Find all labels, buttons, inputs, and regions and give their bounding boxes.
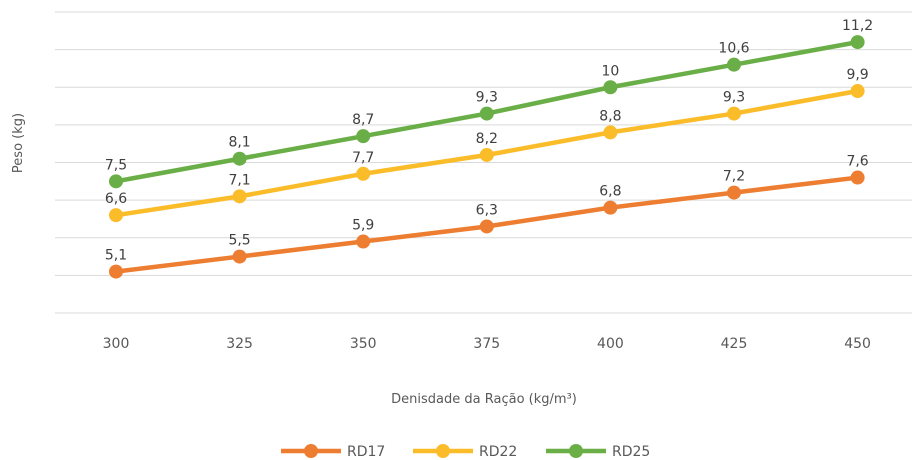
data-point-RD17 xyxy=(603,200,618,215)
legend: RD17 RD22 RD25 xyxy=(281,444,650,460)
data-label-RD25: 10,6 xyxy=(718,41,749,57)
legend-label-RD25: RD25 xyxy=(612,444,650,460)
data-label-RD17: 5,5 xyxy=(228,233,250,249)
legend-label-RD22: RD22 xyxy=(479,444,517,460)
data-label-RD17: 5,1 xyxy=(105,248,127,264)
data-point-RD22 xyxy=(603,125,618,140)
legend-marker-RD22 xyxy=(436,444,450,458)
data-point-RD17 xyxy=(479,219,494,234)
data-point-RD17 xyxy=(850,170,865,185)
data-point-RD22 xyxy=(232,189,247,204)
data-point-RD25 xyxy=(232,151,247,166)
data-point-RD25 xyxy=(479,106,494,121)
data-label-RD17: 7,2 xyxy=(723,169,745,185)
legend-marker-RD17 xyxy=(304,444,318,458)
data-point-RD25 xyxy=(356,129,371,144)
data-point-RD25 xyxy=(603,80,618,95)
data-label-RD22: 9,9 xyxy=(846,67,868,83)
data-labels: 5,1 5,5 5,9 6,3 6,8 7,2 7,6 6,6 7,1 7,7 8,2 8,8 9,3 9… xyxy=(105,18,873,264)
data-label-RD17: 6,8 xyxy=(599,184,621,200)
data-label-RD22: 8,2 xyxy=(476,131,498,147)
x-tick-label: 450 xyxy=(844,336,871,352)
data-label-RD22: 7,7 xyxy=(352,150,374,166)
x-axis-ticks: 300 325 350 375 400 425 450 xyxy=(103,336,871,352)
data-point-RD22 xyxy=(479,147,494,162)
legend-label-RD17: RD17 xyxy=(347,444,385,460)
data-point-RD25 xyxy=(850,35,865,50)
data-label-RD25: 9,3 xyxy=(476,90,498,106)
data-label-RD17: 7,6 xyxy=(846,154,868,170)
data-label-RD25: 10 xyxy=(601,63,619,79)
data-point-RD17 xyxy=(727,185,741,200)
data-label-RD25: 7,5 xyxy=(105,157,127,173)
x-tick-label: 400 xyxy=(597,336,624,352)
data-point-RD25 xyxy=(727,57,741,72)
x-tick-label: 350 xyxy=(350,336,377,352)
data-point-RD22 xyxy=(727,106,741,121)
data-label-RD25: 8,1 xyxy=(228,135,250,151)
data-point-RD17 xyxy=(356,234,371,249)
data-label-RD22: 6,6 xyxy=(105,191,127,207)
data-point-RD22 xyxy=(109,208,123,223)
data-point-RD22 xyxy=(356,166,371,181)
x-tick-label: 325 xyxy=(226,336,253,352)
data-label-RD17: 5,9 xyxy=(352,218,374,234)
legend-marker-RD25 xyxy=(569,444,583,458)
data-label-RD22: 7,1 xyxy=(228,172,250,188)
data-point-RD17 xyxy=(232,249,247,264)
data-label-RD22: 8,8 xyxy=(599,108,621,124)
x-tick-label: 375 xyxy=(473,336,500,352)
data-label-RD17: 6,3 xyxy=(476,202,498,218)
x-tick-label: 300 xyxy=(103,336,130,352)
y-axis-title: Peso (kg) xyxy=(11,113,26,173)
series-lines xyxy=(109,35,865,279)
x-tick-label: 425 xyxy=(721,336,748,352)
x-axis-title: Denisdade da Ração (kg/m³) xyxy=(391,392,577,407)
data-point-RD25 xyxy=(109,174,123,189)
data-label-RD25: 11,2 xyxy=(842,18,873,34)
gridlines xyxy=(55,11,912,314)
data-point-RD17 xyxy=(109,264,123,279)
data-label-RD22: 9,3 xyxy=(723,90,745,106)
data-point-RD22 xyxy=(850,84,865,99)
data-label-RD25: 8,7 xyxy=(352,112,374,128)
